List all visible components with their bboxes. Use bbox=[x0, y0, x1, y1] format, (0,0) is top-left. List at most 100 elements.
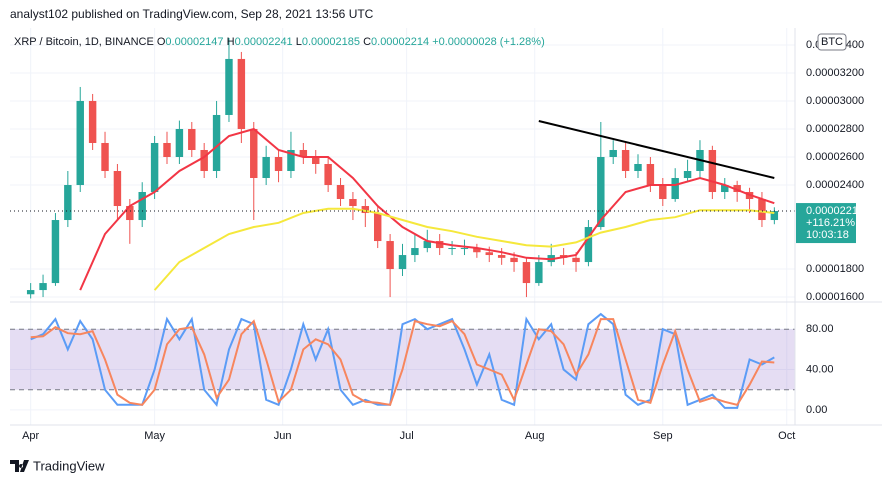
stoch-line bbox=[30, 318, 775, 406]
candle-body bbox=[212, 114, 221, 172]
x-tick-label: Oct bbox=[778, 430, 795, 442]
candle-body bbox=[683, 171, 692, 179]
candle-body bbox=[101, 142, 109, 172]
legend-line: XRP / Bitcoin, 1D, BINANCE O0.00002147 H… bbox=[14, 36, 545, 48]
legend-ohlc-value: 0.00002185 bbox=[302, 36, 360, 48]
candle-body bbox=[733, 185, 741, 193]
candle-body bbox=[336, 185, 345, 200]
candle-body bbox=[175, 128, 184, 157]
candle-body bbox=[460, 248, 469, 250]
candle-body bbox=[448, 248, 456, 250]
axes bbox=[10, 28, 882, 426]
candle-body bbox=[163, 142, 171, 157]
candle-body bbox=[659, 185, 667, 200]
candle-body bbox=[634, 164, 642, 172]
legend-ohlc-value: 0.00002147 bbox=[165, 36, 223, 48]
legend-ohlc-key: L bbox=[296, 36, 302, 48]
candle-body bbox=[435, 241, 444, 249]
x-tick-label: Aug bbox=[525, 430, 545, 442]
y-tick-label: 0.00003200 bbox=[806, 67, 864, 79]
legend-ohlc-value: 0.00002214 bbox=[371, 36, 429, 48]
candle-body bbox=[373, 213, 382, 242]
candle-body bbox=[262, 156, 270, 179]
candle-body bbox=[423, 241, 432, 249]
publisher-line: analyst102 published on TradingView.com,… bbox=[10, 7, 374, 21]
legend-ohlc-key: O bbox=[157, 36, 166, 48]
candle-body bbox=[188, 128, 196, 150]
candle-body bbox=[237, 58, 246, 129]
x-tick-label: Jul bbox=[400, 430, 414, 442]
candle-body bbox=[39, 283, 47, 291]
last-price-box bbox=[796, 203, 856, 244]
candle-body bbox=[522, 262, 531, 284]
y-tick-label: 0.00001800 bbox=[806, 263, 864, 275]
footer-brand: TradingView bbox=[10, 458, 105, 473]
candle-body bbox=[621, 149, 630, 172]
y-tick-label: 0.00001600 bbox=[806, 291, 864, 303]
stoch-tick-label: 80.00 bbox=[806, 323, 834, 335]
candle-body bbox=[485, 252, 493, 256]
candle-body bbox=[200, 149, 208, 172]
candle-body bbox=[26, 290, 35, 295]
candle-body bbox=[609, 149, 617, 157]
last-price-label: 0.00002214 bbox=[806, 205, 864, 217]
candle-body bbox=[473, 248, 481, 253]
stoch-tick-label: 0.00 bbox=[806, 404, 827, 416]
y-tick-label: 0.00002400 bbox=[806, 179, 864, 191]
candle-body bbox=[572, 257, 580, 263]
candle-body bbox=[671, 178, 679, 200]
x-tick-label: May bbox=[144, 430, 165, 442]
currency-label: BTC bbox=[821, 36, 843, 48]
candle-body bbox=[411, 248, 419, 256]
candle-body bbox=[584, 227, 593, 263]
candle-body bbox=[510, 257, 518, 263]
stoch-tick-label: 40.00 bbox=[806, 363, 834, 375]
x-tick-label: Sep bbox=[653, 430, 673, 442]
legend-change: +0.00000028 (+1.28%) bbox=[432, 36, 545, 48]
x-tick-label: Jun bbox=[274, 430, 292, 442]
countdown-label: 10:03:18 bbox=[806, 229, 849, 241]
candle-body bbox=[88, 100, 97, 143]
y-tick-label: 0.00003000 bbox=[806, 95, 864, 107]
candle-body bbox=[138, 192, 146, 221]
candle-body bbox=[497, 255, 506, 258]
candle-body bbox=[299, 149, 308, 157]
candle-body bbox=[51, 220, 60, 284]
legend: XRP / Bitcoin, 1D, BINANCE O0.00002147 H… bbox=[14, 36, 545, 48]
candle-body bbox=[386, 241, 394, 270]
y-tick-label: 0.00002600 bbox=[806, 151, 864, 163]
legend-ohlc-key: C bbox=[363, 36, 371, 48]
candle-body bbox=[708, 149, 717, 193]
moving-average bbox=[79, 127, 775, 291]
legend-ohlc-value: 0.00002241 bbox=[235, 36, 293, 48]
currency-badge bbox=[817, 33, 847, 51]
price-pane bbox=[10, 37, 795, 299]
candle-body bbox=[287, 149, 295, 172]
brand-name: TradingView bbox=[33, 458, 105, 473]
candle-body bbox=[721, 185, 729, 193]
candle-body bbox=[225, 58, 233, 115]
candle-body bbox=[324, 164, 332, 186]
candle-body bbox=[274, 156, 283, 172]
trendline bbox=[538, 120, 775, 179]
candle-body bbox=[64, 185, 72, 221]
candle-body bbox=[349, 199, 357, 207]
candle-body bbox=[770, 211, 779, 221]
legend-ohlc-key: H bbox=[227, 36, 235, 48]
last-change-label: +116.21% bbox=[806, 217, 855, 229]
legend-title: XRP / Bitcoin, 1D, BINANCE bbox=[14, 36, 154, 48]
y-tick-label: 0.00002800 bbox=[806, 123, 864, 135]
candle-body bbox=[758, 199, 766, 221]
candle-body bbox=[250, 128, 258, 179]
candle-body bbox=[76, 100, 84, 186]
candle-body bbox=[646, 164, 655, 186]
stoch-pane bbox=[10, 312, 795, 409]
candle-body bbox=[535, 262, 543, 284]
axis-labels: Apr May Jun Jul Aug Sep Oct 0.00001600 0.0000180… bbox=[22, 33, 864, 442]
candle-body bbox=[597, 156, 605, 228]
candle-body bbox=[126, 206, 134, 221]
candle-body bbox=[361, 206, 370, 214]
candle-body bbox=[113, 171, 122, 207]
brand-logo bbox=[10, 460, 29, 472]
